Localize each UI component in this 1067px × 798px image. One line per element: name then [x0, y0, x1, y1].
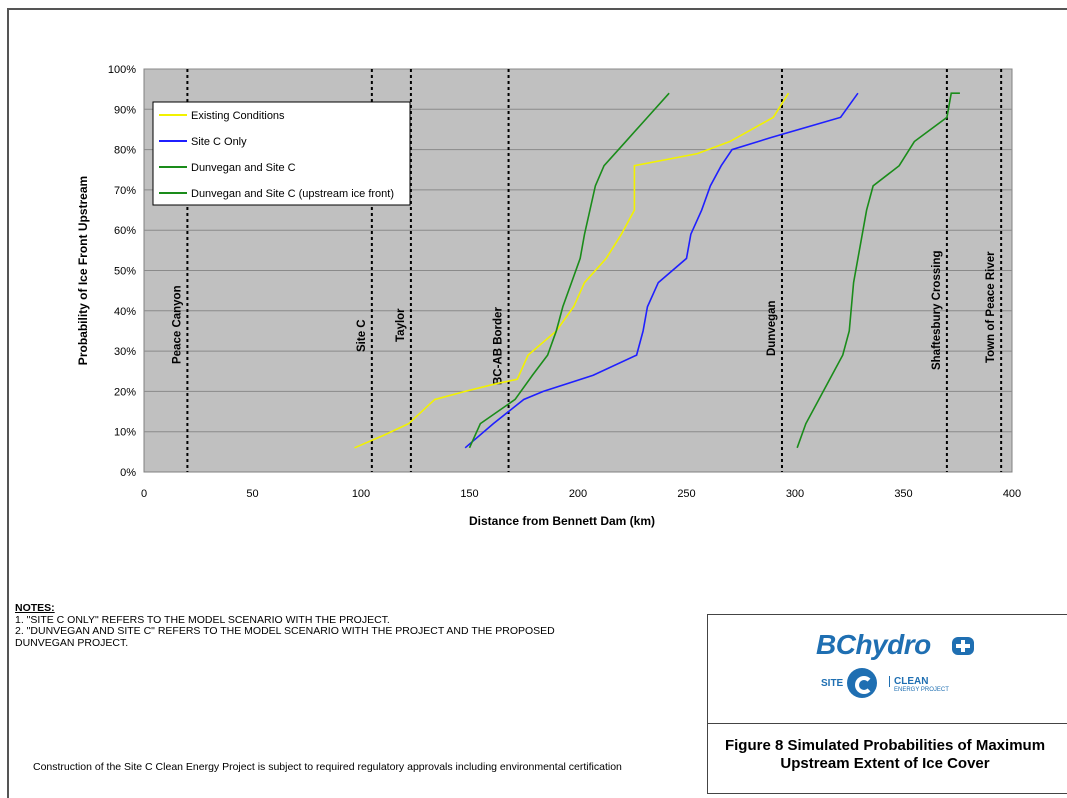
reference-line-label: BC-AB Border: [493, 307, 505, 385]
title-block-divider: [708, 723, 1067, 724]
reference-line-label: Site C: [356, 319, 368, 352]
figure-caption: Figure 8 Simulated Probabilities of Maxi…: [708, 737, 1062, 773]
reference-line-label: Town of Peace River: [985, 251, 997, 363]
legend-box: [152, 101, 411, 206]
chart: Peace Canyon Site C Taylor BC-AB Border Dunv…: [76, 64, 1021, 528]
series-line: [796, 92, 960, 449]
x-tick-label: 300: [786, 488, 804, 500]
legend-entry: Dunvegan and Site C (upstream ice front): [191, 188, 394, 200]
reference-line-label: Peace Canyon: [171, 285, 183, 364]
x-axis-label: Distance from Bennett Dam (km): [469, 514, 655, 528]
y-tick-label: 60%: [114, 225, 136, 237]
x-tick-label: 400: [1003, 488, 1021, 500]
series-lines: [354, 92, 960, 449]
legend-entry: Existing Conditions: [191, 110, 285, 122]
clean-label: CLEAN: [889, 676, 928, 687]
reference-line-label: Shaftesbury Crossing: [931, 251, 943, 371]
x-tick-label: 100: [352, 488, 370, 500]
y-axis-label: Probability of Ice Front Upstream: [76, 176, 90, 365]
legend-entry: Site C Only: [191, 136, 247, 148]
caption-line-2: Upstream Extent of Ice Cover: [780, 755, 990, 772]
reference-line-label: Taylor: [395, 308, 407, 342]
clean-sub-label: ENERGY PROJECT: [894, 687, 949, 693]
site-label: SITE: [821, 678, 844, 689]
x-tick-label: 200: [569, 488, 587, 500]
bchydro-logo: BChydro: [816, 629, 931, 660]
x-tick-labels: 0 50 100 150 200 250 300 350 400: [141, 488, 1021, 500]
y-tick-label: 0%: [120, 467, 136, 479]
notes-title: NOTES:: [15, 602, 55, 614]
y-tick-label: 80%: [114, 145, 136, 157]
y-tick-label: 70%: [114, 185, 136, 197]
y-tick-label: 10%: [114, 427, 136, 439]
y-tick-label: 90%: [114, 104, 136, 116]
x-tick-label: 0: [141, 488, 147, 500]
y-tick-label: 40%: [114, 306, 136, 318]
y-tick-label: 20%: [114, 386, 136, 398]
x-tick-label: 350: [894, 488, 912, 500]
legend: Existing Conditions Site C Only Dunvegan a…: [152, 101, 411, 206]
series-line: [468, 92, 670, 449]
legend-entry: Dunvegan and Site C: [191, 162, 296, 174]
note-2-cont: DUNVEGAN PROJECT.: [15, 636, 129, 649]
note-2: 2. "DUNVEGAN AND SITE C" REFERS TO THE M…: [15, 625, 555, 637]
page-frame: [7, 8, 1067, 798]
title-block: BChydro SITE CLEAN ENERGY PROJECT Figure…: [707, 614, 1067, 794]
x-tick-label: 250: [677, 488, 695, 500]
reference-line-label: Dunvegan: [766, 300, 778, 356]
x-tick-label: 150: [460, 488, 478, 500]
reference-lines: Peace Canyon Site C Taylor BC-AB Border Dunv…: [171, 69, 1003, 472]
series-line: [464, 92, 859, 449]
caption-line-1: Figure 8 Simulated Probabilities of Maxi…: [724, 737, 1046, 754]
y-tick-label: 30%: [114, 346, 136, 358]
footer-disclaimer: Construction of the Site C Clean Energy …: [33, 761, 622, 773]
y-tick-labels: 0% 10% 20% 30% 40% 50% 60% 70% 80% 90% 100%: [108, 64, 136, 479]
bchydro-emblem-icon: [952, 637, 974, 655]
x-tick-label: 50: [246, 488, 258, 500]
note-1: 1. "SITE C ONLY" REFERS TO THE MODEL SCE…: [15, 613, 390, 626]
site-c-logo-icon: [847, 668, 877, 698]
notes: NOTES: 1. "SITE C ONLY" REFERS TO THE MO…: [15, 602, 675, 649]
y-tick-label: 100%: [108, 64, 136, 76]
series-line: [354, 92, 790, 449]
y-tick-label: 50%: [114, 266, 136, 278]
